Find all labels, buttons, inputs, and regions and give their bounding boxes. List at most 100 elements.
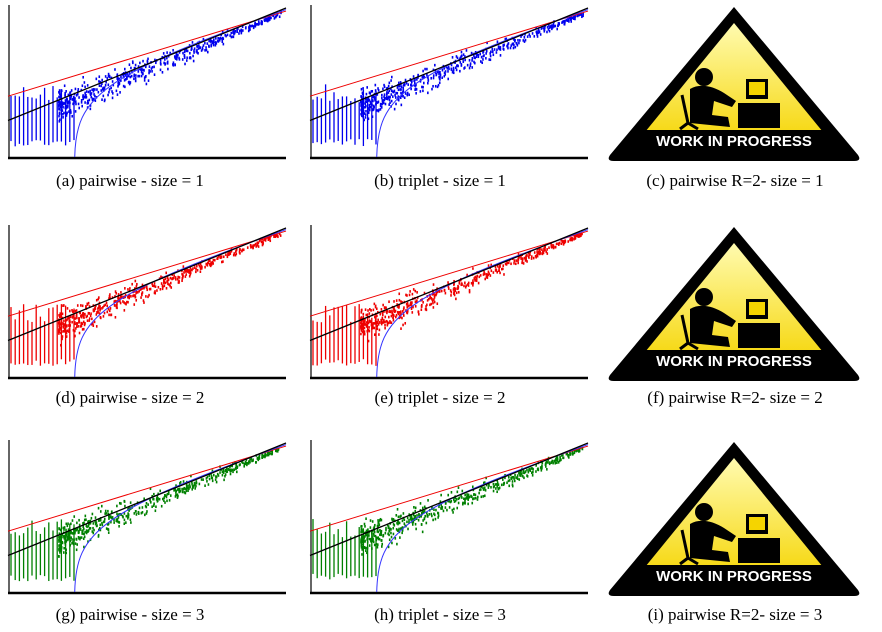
point: [217, 257, 219, 260]
point: [380, 321, 383, 324]
point: [505, 37, 508, 41]
point: [466, 273, 468, 277]
point: [361, 102, 364, 105]
point: [249, 460, 251, 464]
point: [103, 311, 106, 315]
point: [432, 76, 435, 80]
point: [482, 58, 484, 61]
point: [434, 84, 437, 88]
point: [452, 511, 454, 514]
point: [540, 27, 543, 30]
point: [434, 63, 436, 67]
point: [267, 238, 270, 242]
point: [76, 304, 79, 307]
point: [389, 320, 391, 323]
point: [522, 471, 524, 475]
work-in-progress-sign: WORK IN PROGRESS: [608, 7, 860, 161]
point: [262, 240, 264, 244]
point: [67, 528, 70, 531]
point: [66, 536, 68, 539]
point: [419, 502, 422, 505]
point: [66, 524, 69, 528]
point: [64, 94, 66, 98]
point: [142, 299, 145, 302]
point: [398, 298, 401, 302]
point: [453, 498, 455, 501]
point: [212, 262, 214, 265]
point: [513, 38, 515, 41]
point: [163, 496, 165, 500]
point: [59, 95, 61, 99]
point: [82, 320, 85, 324]
point: [247, 462, 250, 465]
point: [368, 312, 371, 315]
point: [415, 527, 417, 531]
point: [62, 112, 64, 116]
point: [194, 482, 196, 486]
point: [397, 529, 400, 532]
point: [83, 95, 86, 99]
point: [505, 263, 508, 266]
point: [235, 463, 237, 467]
point: [123, 522, 126, 526]
point: [115, 292, 118, 295]
point: [368, 326, 370, 329]
point: [199, 267, 202, 270]
point: [444, 506, 447, 509]
point: [92, 522, 95, 525]
point: [278, 232, 281, 236]
point: [412, 518, 414, 521]
point: [507, 479, 510, 483]
figure-head: [695, 68, 713, 86]
point: [362, 110, 365, 113]
point: [558, 241, 561, 245]
point: [77, 90, 79, 93]
point: [79, 528, 82, 531]
caption: (e) triplet - size = 2: [375, 388, 506, 407]
point: [243, 464, 245, 468]
point: [544, 462, 547, 466]
point: [76, 325, 78, 328]
point: [252, 25, 255, 28]
point: [85, 93, 87, 97]
point: [439, 500, 442, 503]
point: [409, 290, 411, 293]
point: [375, 542, 378, 546]
point: [206, 475, 209, 479]
point: [86, 314, 89, 318]
point: [58, 535, 60, 539]
point: [367, 107, 370, 110]
point: [134, 510, 137, 513]
point: [148, 287, 151, 291]
point: [407, 83, 410, 86]
point: [68, 330, 70, 333]
point: [383, 85, 386, 89]
point: [573, 237, 575, 241]
point: [380, 106, 383, 109]
point: [427, 297, 430, 301]
point: [410, 307, 413, 311]
point: [134, 279, 137, 283]
point: [411, 523, 414, 526]
point: [455, 291, 458, 295]
sign-banner: [632, 350, 836, 372]
point: [416, 514, 418, 517]
point: [147, 295, 149, 299]
point: [380, 322, 383, 326]
point: [64, 324, 66, 327]
point: [206, 50, 209, 54]
point: [369, 105, 372, 109]
point: [363, 112, 366, 115]
point: [160, 63, 162, 66]
point: [474, 61, 476, 65]
point: [189, 267, 192, 270]
point: [215, 37, 217, 40]
point: [405, 293, 407, 297]
point: [379, 104, 382, 108]
point: [560, 239, 563, 242]
point: [401, 316, 403, 320]
point: [422, 76, 425, 79]
point: [228, 468, 230, 472]
point: [469, 64, 472, 68]
point: [387, 532, 389, 536]
